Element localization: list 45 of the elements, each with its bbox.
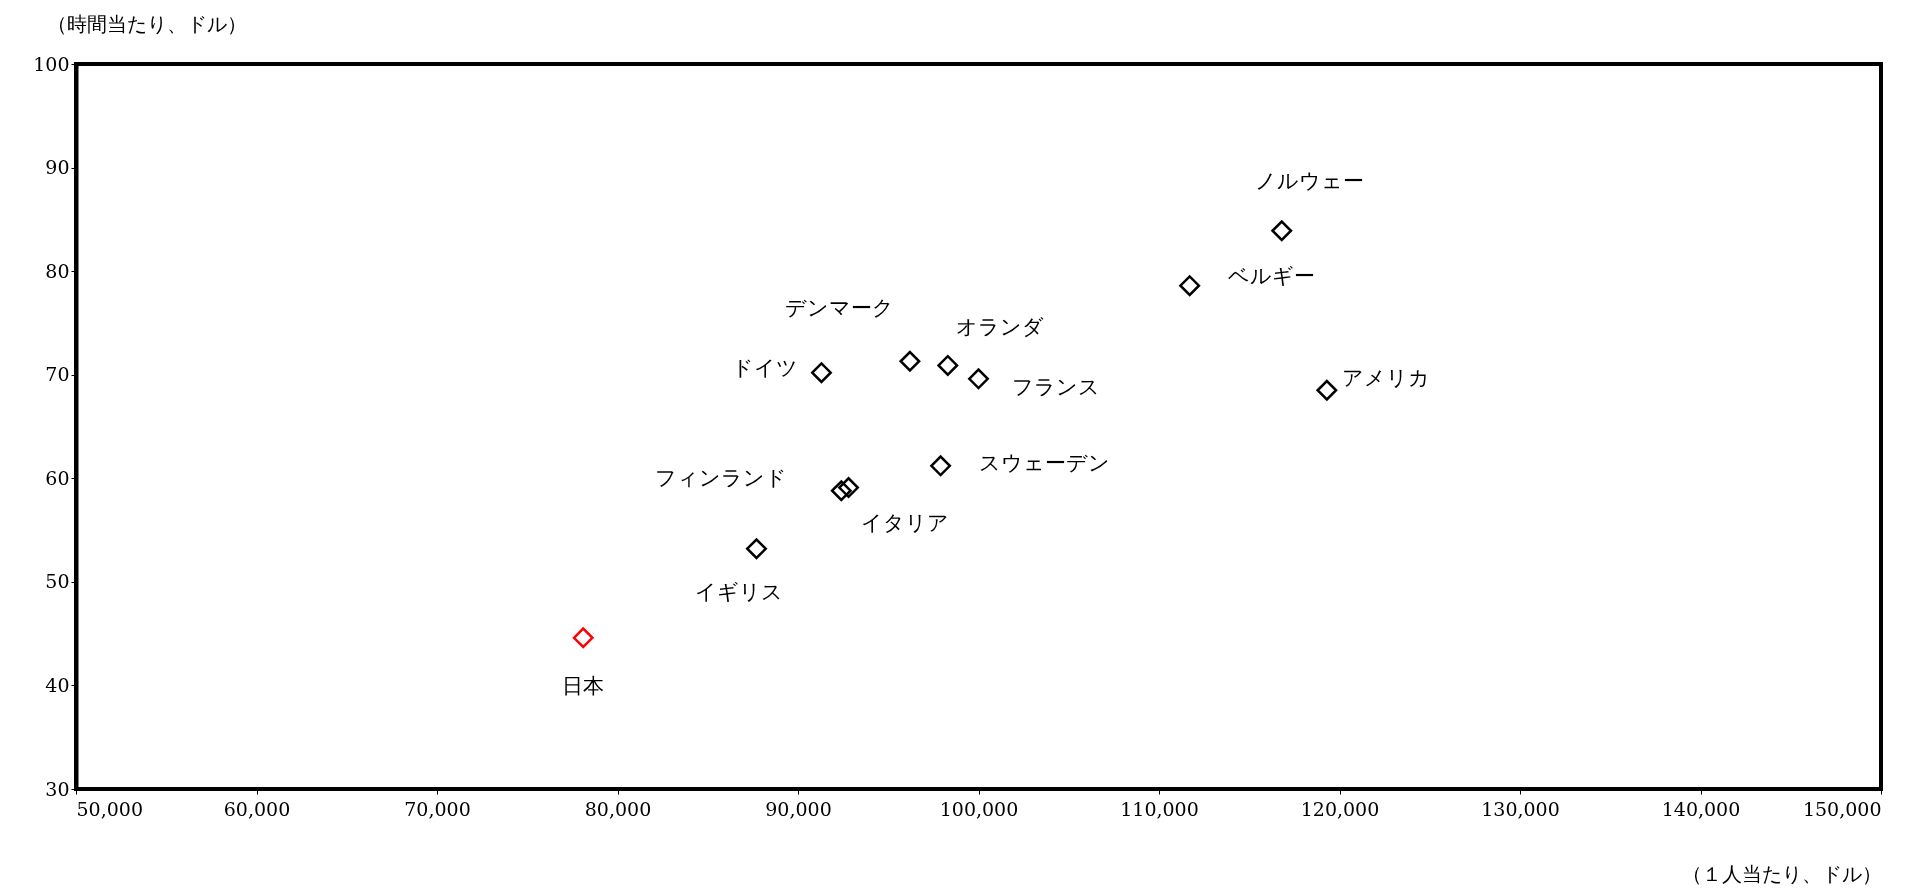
point: [937, 354, 959, 376]
point: [838, 477, 860, 499]
x-tick-label: 140,000: [1661, 797, 1741, 820]
y-tick-label: 90: [45, 156, 70, 179]
annotation: デンマーク: [785, 296, 895, 321]
point: [968, 368, 989, 390]
annotation: 日本: [562, 673, 605, 698]
point: [830, 480, 852, 502]
x-axis-title: （１人当たり、ドル）: [1681, 861, 1882, 886]
y-tick-label: 60: [45, 466, 70, 489]
x-tick-label: 90,000: [765, 797, 832, 820]
annotation: アメリカ: [1341, 366, 1430, 391]
x-tick-label: 60,000: [223, 797, 291, 820]
x-tick-label: 50,000: [76, 797, 143, 820]
point: [930, 455, 952, 477]
y-tick-label: 80: [45, 259, 70, 282]
annotation: イタリア: [860, 510, 949, 535]
point: [1179, 275, 1201, 297]
y-tick-label: 40: [45, 673, 70, 696]
annotation: ノルウェー: [1255, 168, 1365, 193]
point: [811, 362, 832, 384]
annotation: イギリス: [695, 579, 784, 604]
annotation: フランス: [1011, 374, 1100, 399]
annotation: ドイツ: [732, 355, 799, 380]
x-tick-label: 70,000: [404, 797, 471, 820]
point: [572, 627, 594, 649]
point: [899, 350, 921, 372]
annotation: ベルギー: [1228, 263, 1316, 288]
point: [746, 538, 767, 560]
x-tick-label: 120,000: [1300, 797, 1380, 820]
x-tick-label: 100,000: [939, 797, 1019, 820]
point: [1271, 220, 1293, 242]
y-tick-label: 70: [45, 363, 70, 386]
annotation: オランダ: [955, 315, 1044, 340]
x-tick-label: 110,000: [1120, 797, 1199, 820]
annotation: フィンランド: [655, 465, 788, 490]
x-tick-label: 150,000: [1802, 797, 1882, 820]
y-tick-label: 50: [45, 570, 70, 593]
x-tick-label: 130,000: [1481, 797, 1560, 820]
annotation: スウェーデン: [979, 450, 1111, 475]
point: [1316, 379, 1338, 401]
y-tick-label: 100: [33, 52, 70, 75]
x-tick-label: 80,000: [584, 797, 652, 820]
y-axis-title: （時間当たり、ドル）: [46, 11, 247, 36]
y-tick-label: 30: [45, 777, 70, 800]
